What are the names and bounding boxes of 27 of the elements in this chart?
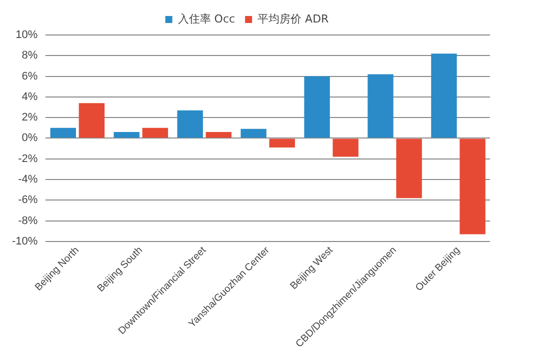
y-tick-label: -6% [18,194,38,206]
y-tick-label: -2% [18,152,38,165]
y-tick-label: 2% [22,112,38,124]
y-tick-label: 10% [16,29,38,42]
bar [332,138,358,157]
bar [431,54,457,138]
y-tick-label: -4% [18,174,38,186]
bar [177,110,203,138]
legend-label: 平均房价 ADR [258,12,330,26]
y-tick-label: 6% [22,70,38,82]
legend-label: 入住率 Occ [178,12,236,26]
bar [396,138,422,198]
bar [78,103,105,138]
bar [368,74,394,138]
bar [240,128,266,138]
bar [50,128,76,138]
bar [142,128,168,138]
bar [304,76,330,138]
y-tick-label: 4% [22,90,38,103]
y-tick-label: -8% [18,214,38,227]
y-tick-label: 8% [22,50,38,62]
y-tick-label: 0% [22,132,38,144]
bar [206,132,232,138]
bar [460,138,486,234]
bar [114,132,140,138]
bar [269,138,295,148]
y-tick-label: -10% [12,235,38,248]
